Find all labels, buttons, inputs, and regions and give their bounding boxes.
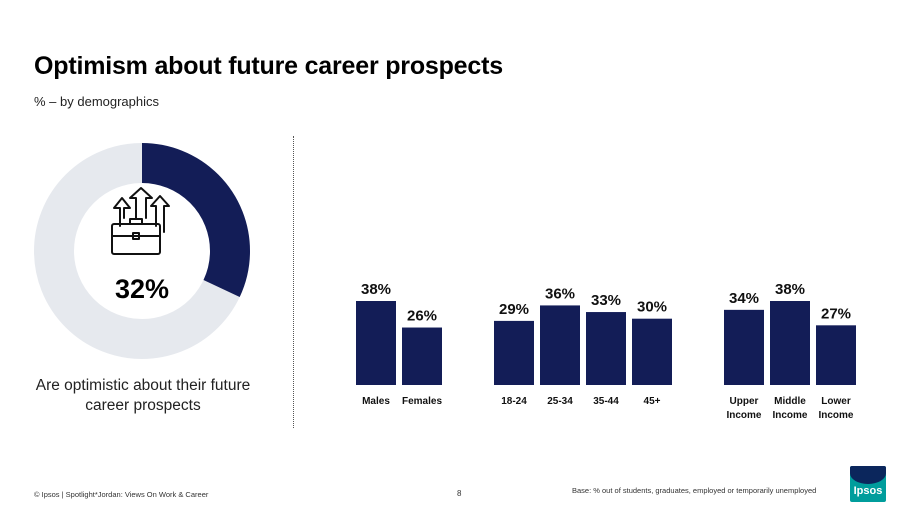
bar-value-label: 36%	[545, 285, 575, 302]
bar-value-label: 26%	[407, 308, 437, 325]
bar-25-34	[540, 305, 580, 385]
section-divider	[293, 136, 294, 428]
bar-value-label: 30%	[637, 299, 667, 316]
bar-45+	[632, 318, 672, 385]
bar-category-label: Lower	[821, 396, 851, 407]
donut-caption: Are optimistic about their future career…	[35, 377, 251, 414]
bar-category-label: 25-34	[547, 396, 573, 407]
bar-category-label: Middle	[774, 396, 806, 407]
bar-lower-income	[816, 325, 856, 385]
page-number: 8	[457, 489, 462, 498]
bar-35-44	[586, 312, 626, 385]
bar-category-label: Income	[726, 410, 761, 421]
bar-category-label: Females	[402, 396, 442, 407]
bar-category-label: 35-44	[593, 396, 619, 407]
bar-category-label: Upper	[730, 396, 759, 407]
donut-value-label: 32%	[114, 274, 170, 304]
bar-value-label: 38%	[361, 281, 391, 298]
bar-males	[356, 301, 396, 385]
logo-text: Ipsos	[853, 485, 883, 497]
bar-value-label: 33%	[591, 292, 621, 309]
bar-middle-income	[770, 301, 810, 385]
bar-category-label: Income	[772, 410, 807, 421]
bar-females	[402, 327, 442, 385]
bar-category-label: 45+	[644, 396, 661, 407]
page-subtitle: % – by demographics	[34, 94, 160, 109]
bar-category-label: Males	[362, 396, 390, 407]
bar-upper-income	[724, 309, 764, 385]
bar-value-label: 27%	[821, 305, 851, 322]
footer-base-note: Base: % out of students, graduates, empl…	[572, 486, 817, 495]
bar-category-label: Income	[818, 410, 853, 421]
briefcase-arrows-icon	[111, 187, 170, 255]
bar-18-24	[494, 320, 534, 385]
page-title: Optimism about future career prospects	[34, 52, 503, 80]
footer-source: © Ipsos | Spotlight*Jordan: Views On Wor…	[34, 490, 209, 499]
donut-chart	[34, 143, 250, 359]
bar-value-label: 34%	[729, 290, 759, 307]
bar-value-label: 29%	[499, 301, 529, 318]
ipsos-logo: Ipsos	[850, 466, 886, 502]
donut-arc	[34, 143, 250, 359]
bar-value-label: 38%	[775, 281, 805, 298]
bar-category-label: 18-24	[501, 396, 527, 407]
